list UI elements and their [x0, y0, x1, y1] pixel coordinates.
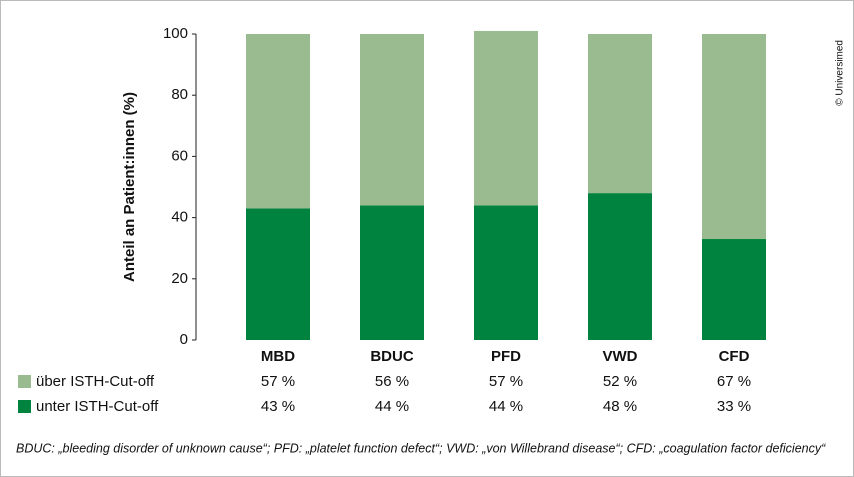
value-label: 33 % — [717, 398, 751, 415]
value-label: 67 % — [717, 373, 751, 390]
y-tick-label: 40 — [171, 209, 188, 226]
value-label: 57 % — [261, 373, 295, 390]
bar-segment — [360, 205, 424, 340]
bar-segment — [360, 34, 424, 206]
legend-label: unter ISTH-Cut-off — [36, 398, 159, 415]
legend-swatch — [18, 400, 31, 413]
value-label: 57 % — [489, 373, 523, 390]
value-label: 44 % — [489, 398, 523, 415]
y-tick-label: 100 — [163, 25, 188, 42]
y-axis-label: Anteil an Patient:innen (%) — [121, 92, 138, 282]
x-tick-label: BDUC — [370, 348, 413, 365]
bar-segment — [246, 34, 310, 209]
value-label: 43 % — [261, 398, 295, 415]
y-tick-label: 80 — [171, 86, 188, 103]
y-tick-label: 0 — [180, 331, 188, 348]
legend-label: über ISTH-Cut-off — [36, 373, 155, 390]
bar-segment — [588, 193, 652, 340]
y-tick-label: 20 — [171, 270, 188, 287]
value-label: 52 % — [603, 373, 637, 390]
x-tick-label: CFD — [719, 348, 750, 365]
bar-segment — [702, 239, 766, 340]
value-label: 48 % — [603, 398, 637, 415]
credit: © Universimed — [835, 40, 846, 106]
footnote: BDUC: „bleeding disorder of unknown caus… — [16, 441, 826, 455]
y-tick-label: 60 — [171, 147, 188, 164]
bar-segment — [474, 205, 538, 340]
x-tick-label: PFD — [491, 348, 521, 365]
value-label: 56 % — [375, 373, 409, 390]
bar-segment — [246, 208, 310, 340]
legend-swatch — [18, 375, 31, 388]
bar-segment — [702, 34, 766, 240]
value-label: 44 % — [375, 398, 409, 415]
bar-segment — [588, 34, 652, 194]
x-tick-label: MBD — [261, 348, 295, 365]
x-tick-label: VWD — [603, 348, 638, 365]
bar-segment — [474, 30, 538, 206]
